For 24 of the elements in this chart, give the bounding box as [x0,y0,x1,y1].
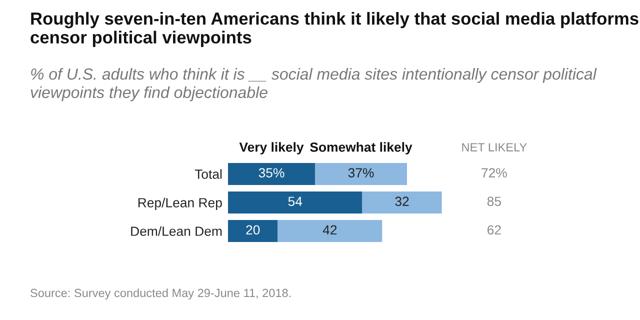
bar [228,220,278,242]
source-note: Source: Survey conducted May 29-June 11, 2018. [30,288,291,300]
text: 72% [482,168,507,178]
bar [228,162,316,185]
bar [228,192,362,214]
bar [278,220,382,242]
data-label: 32 [395,196,409,206]
data-label: 42 [322,225,337,234]
chart-title: Roughly seven-in-ten Americans think it likely that social media platforms censor political viewpoints [30,12,638,47]
data-label: 37% [348,168,374,178]
data-label: 54 [288,196,302,206]
series-label: Somewhat likely [310,142,412,154]
bar [315,162,407,185]
data-label: 20 [246,225,260,235]
y-tick-label: Total [194,169,222,179]
y-tick-label: Dem/Lean Dem [131,226,222,236]
text: 85 [487,196,501,206]
bar [362,192,442,214]
y-tick-label: Rep/Lean Rep [138,198,222,210]
text: NET LIKELY [462,143,527,152]
data-label: 35% [258,168,284,178]
series-label: Very likely [239,142,304,154]
chart-subtitle: % of U.S. adults who think it is __ social media sites intentionally censor political viewpoints they find objectionable [30,68,597,102]
text: 62 [488,225,501,235]
